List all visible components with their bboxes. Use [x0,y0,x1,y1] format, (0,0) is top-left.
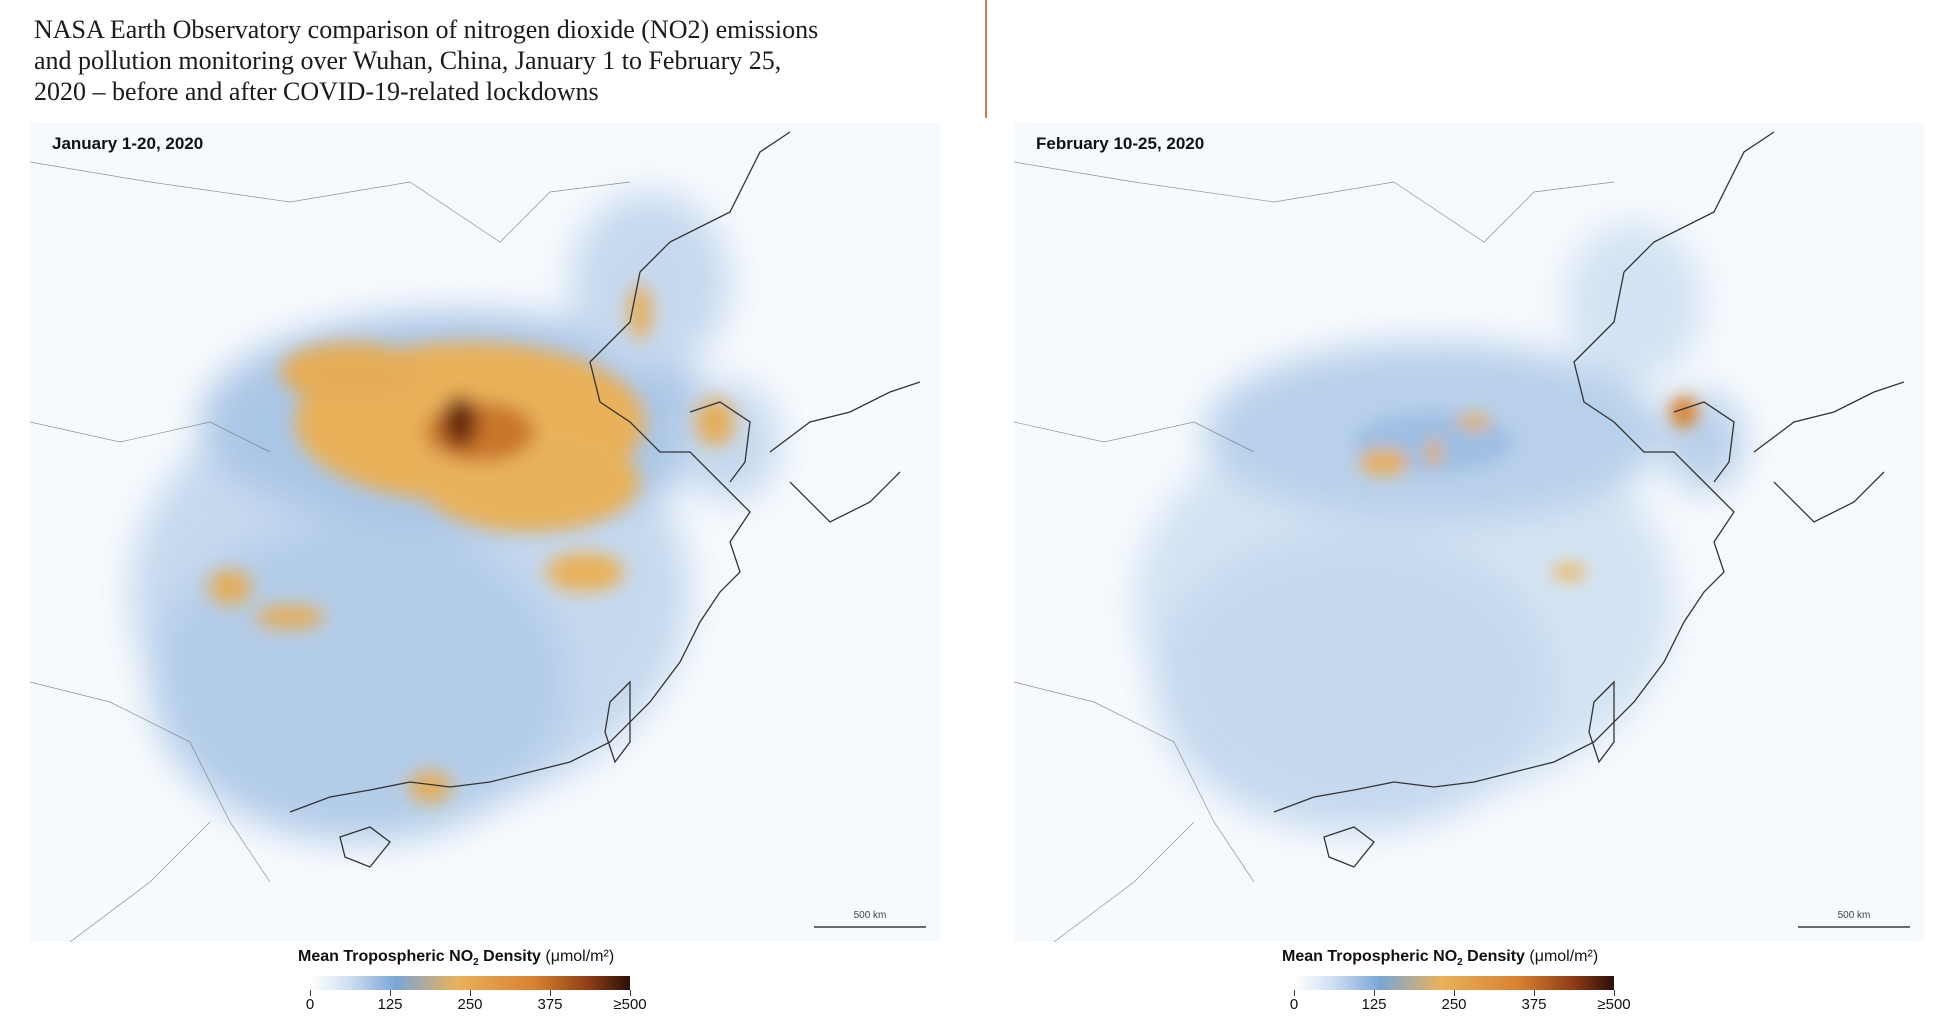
legend-title: Mean Tropospheric NO2 Density (μmol/m²) [1282,948,1599,969]
map-graphic-january [30,122,940,942]
scale-bar: 500 km [814,910,926,930]
legend-tick-label: ≥500 [613,996,647,1013]
legend-tick-label: 250 [1441,996,1467,1013]
legend-tick [1374,990,1375,996]
caption-line-3: 2020 – before and after COVID-19-related… [34,77,599,106]
legend-tick [1454,990,1455,996]
panel-february: February 10-25, 2020 500 km Mean Troposp… [1014,122,1924,1013]
map-date-label: February 10-25, 2020 [1036,134,1205,153]
map-january: January 1-20, 2020 500 km [30,122,940,942]
scale-bar-label: 500 km [1837,910,1871,921]
scale-bar-label: 500 km [853,910,887,921]
scale-bar: 500 km [1798,910,1910,930]
legend-tick-label: 375 [537,996,563,1013]
legend-tick-label: 0 [305,996,315,1013]
scale-bar-line [1798,926,1910,928]
legend-tick-label: 125 [377,996,403,1013]
caption-line-1: NASA Earth Observatory comparison of nit… [34,15,819,44]
legend-color-ramp [310,976,630,990]
legend-title: Mean Tropospheric NO2 Density (μmol/m²) [298,948,615,969]
map-february: February 10-25, 2020 500 km [1014,122,1924,942]
legend-tick [470,990,471,996]
legend-color-ramp [1294,976,1614,990]
caption-line-2: and pollution monitoring over Wuhan, Chi… [34,46,782,75]
scale-bar-line [814,926,926,928]
legend-tick [1294,990,1295,996]
legend-tick [390,990,391,996]
legend-tick [310,990,311,996]
figure-caption: NASA Earth Observatory comparison of nit… [34,14,994,107]
legend-tick-label: ≥500 [1597,996,1631,1013]
legend-tick-label: 375 [1521,996,1547,1013]
legend-tick [1614,990,1615,996]
color-legend: Mean Tropospheric NO2 Density (μmol/m²) … [298,948,698,1013]
legend-tick-label: 125 [1361,996,1387,1013]
color-legend: Mean Tropospheric NO2 Density (μmol/m²) … [1282,948,1682,1013]
caption-divider [985,0,987,118]
legend-tick-label: 0 [1289,996,1299,1013]
legend-tick [550,990,551,996]
map-date-label: January 1-20, 2020 [52,134,204,153]
legend-tick [630,990,631,996]
legend-tick [1534,990,1535,996]
map-graphic-february [1014,122,1924,942]
panel-january: January 1-20, 2020 500 km Mean Troposphe… [30,122,940,1013]
legend-tick-label: 250 [457,996,483,1013]
